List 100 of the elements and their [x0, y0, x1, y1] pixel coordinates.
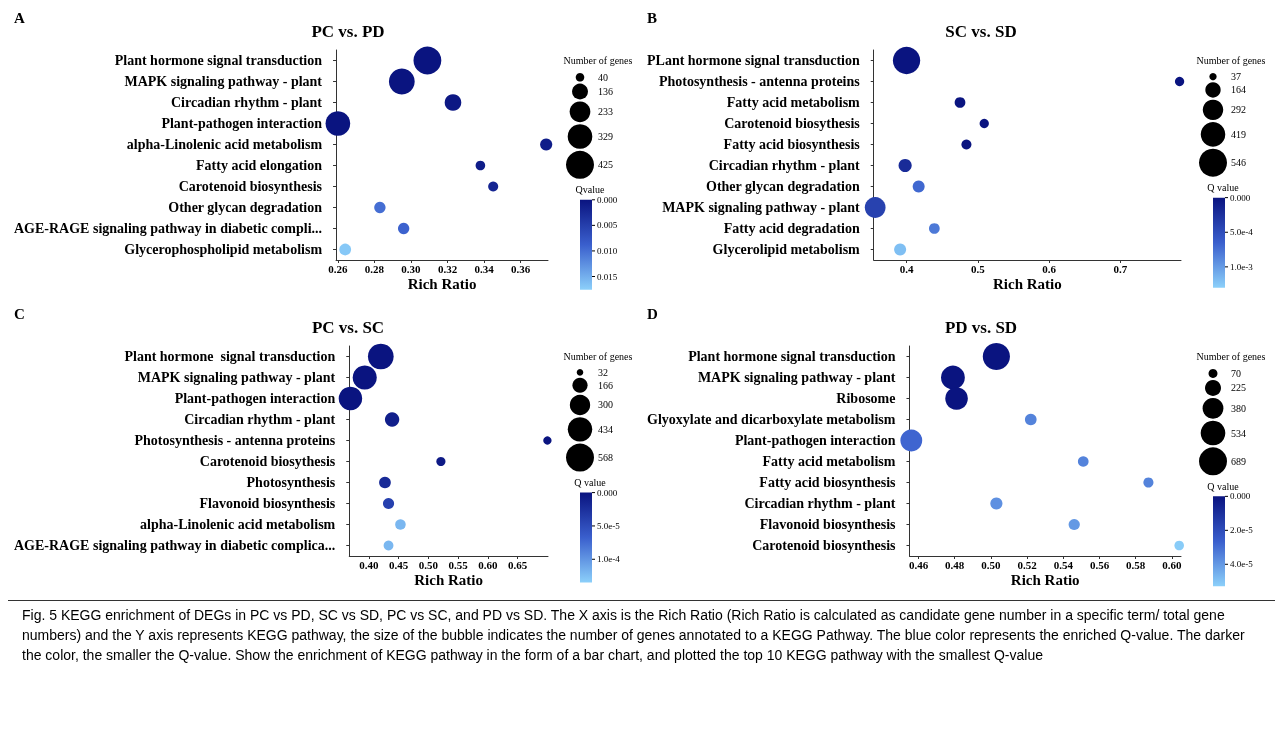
chart-title: PD vs. SD: [944, 318, 1018, 337]
y-tick-label: Carotenoid biosythesis: [199, 454, 336, 469]
color-bar-label: 0.000: [597, 194, 618, 205]
chart-title: SC vs. SD: [945, 22, 1017, 41]
y-tick-label: Fatty acid biosynthesis: [759, 475, 897, 490]
legend-title: Number of genes: [563, 54, 633, 66]
x-tick-label: 0.50: [418, 558, 439, 571]
y-tick-label: Fatty acid metabolism: [762, 454, 896, 469]
x-axis-title: Rich Ratio: [993, 275, 1062, 292]
color-bar-label: 0.000: [1230, 192, 1251, 203]
y-tick-label: Other glycan degradation: [168, 200, 323, 215]
y-tick-label: Glycerolipid metabolism: [712, 242, 861, 257]
color-bar-label: 4.0e-5: [1230, 559, 1254, 570]
legend-label: 292: [1231, 104, 1246, 116]
y-tick-label: Fatty acid metabolism: [726, 95, 861, 110]
y-tick-label: MAPK signaling pathway - plant: [697, 370, 896, 385]
legend-title: Number of genes: [1196, 350, 1266, 362]
x-tick-label: 0.4: [899, 262, 914, 275]
y-tick-label: MAPK signaling pathway - plant: [662, 200, 861, 215]
legend-label: 136: [598, 86, 613, 98]
legend-label: 166: [598, 379, 613, 391]
y-tick-label: Circadian rhythm - plant: [170, 95, 323, 110]
x-tick-label: 0.56: [1089, 558, 1110, 571]
color-bar-label: 0.000: [597, 487, 618, 498]
color-bar-label: 0.015: [597, 271, 618, 282]
legend-label: 37: [1231, 71, 1241, 83]
y-tick-label: Photosynthesis: [246, 475, 336, 490]
y-tick-label: Fatty acid elongation: [196, 158, 323, 173]
y-tick-label: Carotenoid biosynthesis: [752, 538, 897, 553]
y-tick-label: Carotenoid biosythesis: [724, 116, 861, 131]
color-bar-title: Q value: [574, 477, 607, 489]
legend-label: 32: [598, 366, 608, 378]
color-bar-label: 5.0e-5: [597, 520, 621, 531]
legend-label: 40: [598, 71, 608, 83]
color-bar-title: Q value: [1207, 480, 1240, 492]
chart-title: PC vs. SC: [311, 318, 385, 337]
x-tick-label: 0.60: [1162, 558, 1183, 571]
y-tick-label: PLant hormone signal transduction: [647, 53, 860, 68]
x-tick-label: 0.50: [981, 558, 1002, 571]
x-tick-label: 0.32: [437, 262, 458, 275]
legend-label: 225: [1231, 382, 1246, 394]
y-tick-label: Photosynthesis - antenna proteins: [658, 74, 861, 89]
chart-title: PC vs. PD: [311, 22, 385, 41]
legend-label: 425: [598, 159, 613, 171]
y-tick-label: Plant-pathogen interaction: [734, 433, 896, 448]
x-tick-label: 0.26: [328, 262, 348, 275]
legend-label: 689: [1231, 455, 1246, 467]
y-tick-label: Flavonoid biosynthesis: [759, 517, 897, 532]
y-tick-label: MAPK signaling pathway - plant: [124, 74, 323, 89]
x-tick-label: 0.58: [1126, 558, 1146, 571]
text: D: [647, 306, 658, 323]
y-tick-label: Circadian rhythm - plant: [184, 412, 336, 427]
legend-label: 70: [1231, 367, 1241, 379]
color-bar-label: 1.0e-3: [1230, 261, 1254, 272]
y-tick-label: Plant-pathogen interaction: [161, 116, 323, 131]
legend-label: 233: [598, 106, 613, 118]
x-tick-label: 0.28: [364, 262, 385, 275]
color-bar-title: Q value: [1207, 182, 1240, 194]
x-tick-label: 0.54: [1053, 558, 1074, 571]
y-tick-label: Fatty acid biosynthesis: [723, 137, 861, 152]
caption: Fig. 5 KEGG enrichment of DEGs in PC vs PD, SC vs SD, PC vs SC, and PD vs SD. The X axis is the Rich Ratio (Rich Ratio is calculated as candidate gene number in a specific term/ total gene numbers) and the Y axis represents KEGG pathway, the size of the bubble indicates the number of genes annotated to a KEGG Pathway. The blue color represents the enriched Q-value. The darker the color, the smaller the Q-value. Show the enrichment of KEGG pathway in the form of a bar chart, and plotted the top 10 KEGG pathway with the smallest Q-value: [8, 600, 1275, 669]
y-tick-label: Plant hormone signal transduction: [688, 349, 896, 364]
legend-label: 568: [598, 452, 613, 464]
y-tick-label: Circadian rhythm - plant: [744, 496, 896, 511]
y-tick-label: Flavonoid biosynthesis: [199, 496, 336, 511]
legend-title: Number of genes: [563, 350, 633, 362]
y-tick-label: alpha-Linolenic acid metabolism: [126, 137, 323, 152]
color-bar-label: 0.010: [597, 245, 618, 256]
legend-label: 419: [1231, 128, 1246, 140]
color-bar-label: 5.0e-4: [1230, 227, 1254, 238]
x-axis-title: Rich Ratio: [407, 275, 477, 292]
legend-label: 380: [1231, 402, 1246, 414]
y-tick-label: MAPK signaling pathway - plant: [137, 370, 336, 385]
legend-label: 546: [1231, 157, 1246, 169]
y-tick-label: alpha-Linolenic acid metabolism: [140, 517, 336, 532]
text: B: [647, 10, 658, 27]
y-tick-label: Photosynthesis - antenna proteins: [134, 433, 336, 448]
color-bar-title: Qvalue: [575, 184, 605, 196]
x-axis-title: Rich Ratio: [414, 571, 483, 588]
text: A: [14, 10, 25, 27]
legend-label: 534: [1231, 427, 1246, 439]
y-tick-label: Carotenoid biosynthesis: [178, 179, 323, 194]
y-tick-label: Plant hormone signal transduction: [124, 349, 336, 364]
legend-label: 329: [598, 130, 613, 142]
color-bar-label: 0.005: [597, 220, 618, 231]
color-bar-label: 1.0e-4: [597, 554, 621, 565]
y-tick-label: Plant hormone signal transduction: [114, 53, 323, 68]
legend-title: Number of genes: [1196, 54, 1266, 66]
x-tick-label: 0.34: [474, 262, 495, 275]
text: C: [14, 306, 25, 323]
x-tick-label: 0.55: [448, 558, 469, 571]
y-tick-label: Glycerophospholipid metabolism: [124, 242, 323, 257]
x-tick-label: 0.60: [478, 558, 499, 571]
y-tick-label: Other glycan degradation: [706, 179, 860, 194]
x-tick-label: 0.7: [1113, 262, 1128, 275]
legend-label: 434: [598, 423, 613, 435]
x-tick-label: 0.36: [510, 262, 531, 275]
legend-label: 164: [1231, 84, 1246, 96]
x-tick-label: 0.6: [1042, 262, 1057, 275]
x-tick-label: 0.52: [1017, 558, 1038, 571]
